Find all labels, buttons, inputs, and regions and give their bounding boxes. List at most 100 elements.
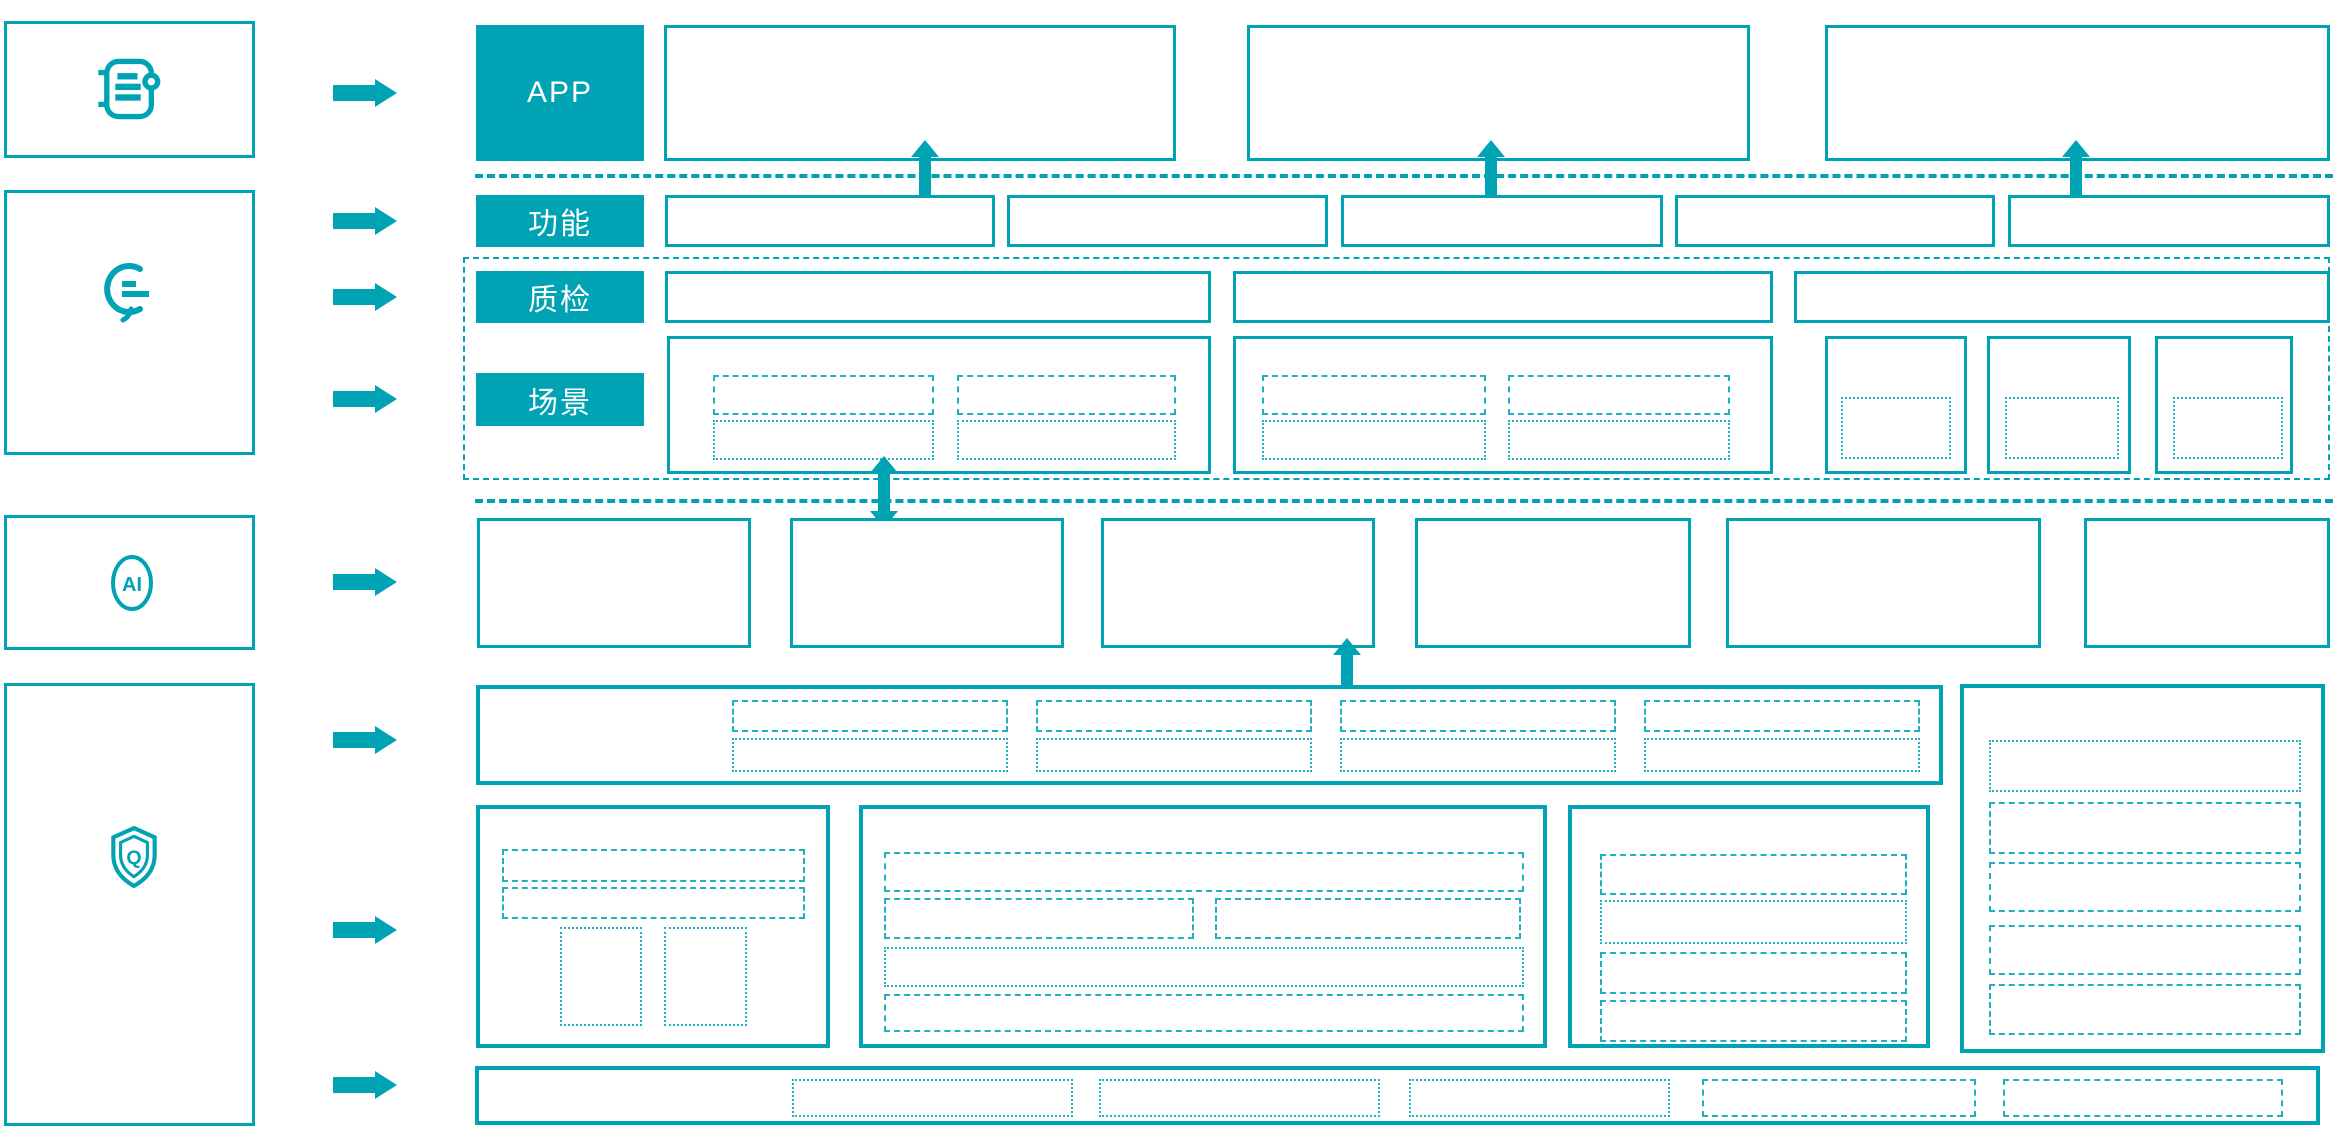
left-panel-app bbox=[4, 21, 255, 158]
placeholder-box bbox=[1340, 700, 1616, 732]
placeholder-box bbox=[1262, 375, 1486, 415]
placeholder-box bbox=[1989, 862, 2301, 912]
placeholder-box bbox=[1600, 1000, 1907, 1042]
function-label-chip: 功能 bbox=[476, 195, 644, 247]
vertical-double-arrow-2 bbox=[1477, 140, 1505, 212]
placeholder-box bbox=[1989, 740, 2301, 792]
function-box-1 bbox=[665, 195, 995, 247]
right-arrow-function bbox=[333, 207, 397, 235]
ai-icon-text: AI bbox=[122, 574, 142, 596]
function-box-2 bbox=[1007, 195, 1328, 247]
placeholder-box bbox=[1036, 738, 1312, 772]
placeholder-box bbox=[792, 1079, 1073, 1117]
placeholder-box bbox=[502, 849, 805, 882]
engine-box-1 bbox=[477, 518, 751, 648]
placeholder-box bbox=[1099, 1079, 1380, 1117]
placeholder-box bbox=[1702, 1079, 1976, 1117]
placeholder-box bbox=[957, 420, 1176, 460]
scene-box-1 bbox=[667, 336, 1211, 474]
module-panel-right bbox=[1960, 684, 2325, 1053]
engine-box-6 bbox=[2084, 518, 2330, 648]
scene-label: 场景 bbox=[528, 386, 592, 420]
vertical-double-arrow-3 bbox=[2062, 140, 2090, 212]
placeholder-box bbox=[1508, 420, 1730, 460]
placeholder-box bbox=[884, 852, 1524, 892]
left-panel-quality: Q bbox=[4, 683, 255, 1126]
module-panel-3 bbox=[1568, 805, 1930, 1048]
app-label: APP bbox=[526, 76, 594, 109]
quality-label-chip: 质检 bbox=[476, 271, 644, 323]
vertical-double-arrow-4 bbox=[870, 456, 898, 528]
placeholder-box bbox=[1989, 925, 2301, 975]
placeholder-box bbox=[1841, 397, 1951, 459]
engine-box-2 bbox=[790, 518, 1064, 648]
base-strip bbox=[475, 1066, 2320, 1125]
right-arrow-engine bbox=[333, 568, 397, 596]
dashed-separator-2 bbox=[475, 499, 2333, 503]
engine-box-4 bbox=[1415, 518, 1691, 648]
placeholder-box bbox=[732, 700, 1008, 732]
function-label: 功能 bbox=[528, 208, 592, 241]
placeholder-box bbox=[1989, 984, 2301, 1035]
placeholder-box bbox=[957, 375, 1176, 415]
engine-box-5 bbox=[1726, 518, 2041, 648]
right-arrow-module bbox=[333, 916, 397, 944]
placeholder-box bbox=[884, 898, 1194, 939]
placeholder-box bbox=[1644, 738, 1920, 772]
quality-box-2 bbox=[1233, 271, 1773, 323]
head-gear-icon bbox=[104, 263, 149, 323]
placeholder-box bbox=[1644, 700, 1920, 732]
left-panel-agent bbox=[4, 190, 255, 455]
scene-box-3 bbox=[1825, 336, 1967, 474]
placeholder-box bbox=[664, 927, 747, 1026]
placeholder-box bbox=[2005, 397, 2119, 459]
placeholder-box bbox=[1215, 898, 1521, 939]
scene-box-5 bbox=[2155, 336, 2293, 474]
function-box-3 bbox=[1341, 195, 1663, 247]
left-panel-ai: AI bbox=[4, 515, 255, 650]
placeholder-box bbox=[1409, 1079, 1670, 1117]
right-arrow-capability bbox=[333, 726, 397, 754]
engine-box-3 bbox=[1101, 518, 1375, 648]
scene-box-4 bbox=[1987, 336, 2131, 474]
placeholder-box bbox=[560, 927, 642, 1026]
module-panel-2 bbox=[859, 805, 1547, 1048]
placeholder-box bbox=[1989, 802, 2301, 854]
scene-label-chip: 场景 bbox=[476, 373, 644, 426]
app-label-chip: APP bbox=[476, 25, 644, 161]
placeholder-box bbox=[884, 947, 1524, 987]
module-panel-1 bbox=[476, 805, 830, 1048]
placeholder-box bbox=[1340, 738, 1616, 772]
placeholder-box bbox=[1600, 952, 1907, 994]
app-box-3 bbox=[1825, 25, 2330, 161]
right-arrow-app bbox=[333, 79, 397, 107]
placeholder-box bbox=[884, 994, 1524, 1032]
function-box-4 bbox=[1675, 195, 1995, 247]
dashed-group-border bbox=[463, 257, 2330, 480]
placeholder-box bbox=[2173, 397, 2283, 459]
right-arrow-base bbox=[333, 1071, 397, 1099]
placeholder-box bbox=[1036, 700, 1312, 732]
placeholder-box bbox=[713, 420, 934, 460]
capability-strip bbox=[476, 685, 1943, 785]
placeholder-box bbox=[502, 887, 805, 919]
vertical-double-arrow-5 bbox=[1333, 638, 1361, 710]
placeholder-box bbox=[2003, 1079, 2283, 1117]
app-box-2 bbox=[1247, 25, 1750, 161]
server-icon bbox=[98, 58, 161, 120]
quality-box-3 bbox=[1794, 271, 2330, 323]
scene-box-2 bbox=[1233, 336, 1773, 474]
ai-head-icon: AI bbox=[111, 555, 153, 611]
placeholder-box bbox=[1600, 900, 1907, 944]
placeholder-box bbox=[1508, 375, 1730, 415]
placeholder-box bbox=[713, 375, 934, 415]
placeholder-box bbox=[732, 738, 1008, 772]
placeholder-box bbox=[1600, 854, 1907, 895]
quality-label: 质检 bbox=[528, 284, 592, 317]
function-box-5 bbox=[2008, 195, 2330, 247]
q-icon-text: Q bbox=[126, 847, 141, 869]
right-arrow-quality bbox=[333, 283, 397, 311]
quality-box-1 bbox=[665, 271, 1211, 323]
vertical-double-arrow-1 bbox=[911, 140, 939, 212]
